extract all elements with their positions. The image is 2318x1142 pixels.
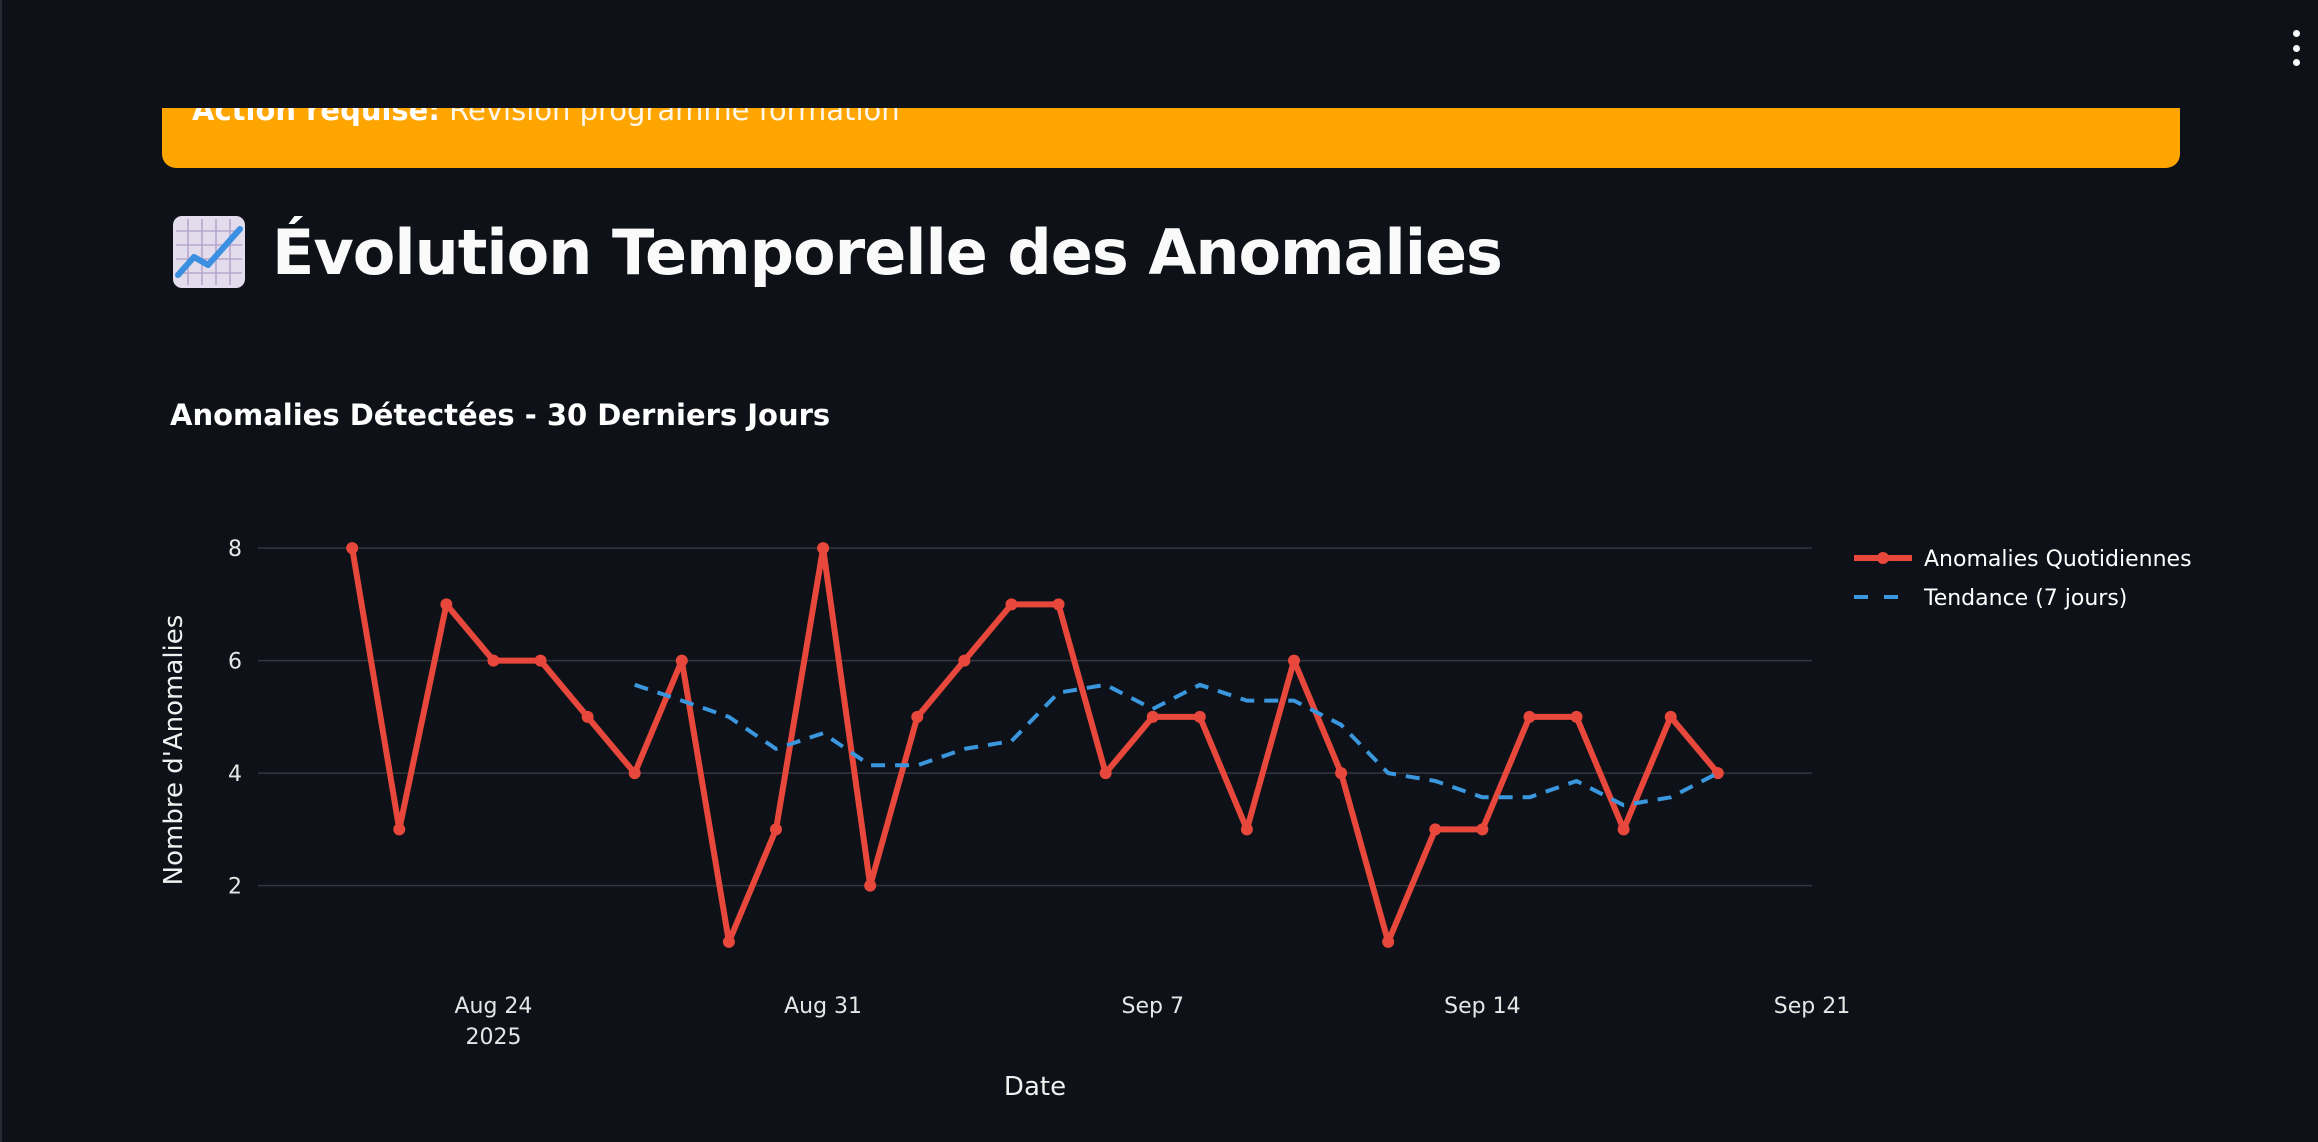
- x-tick-label: Aug 31: [784, 994, 862, 1019]
- daily-data-point: [581, 710, 594, 723]
- x-tick-sublabel: 2025: [465, 1025, 521, 1050]
- daily-data-point: [1664, 710, 1677, 723]
- daily-data-point: [1429, 823, 1442, 836]
- x-tick-label: Sep 14: [1444, 994, 1520, 1019]
- daily-data-point: [1476, 823, 1489, 836]
- daily-data-point: [1193, 710, 1206, 723]
- daily-data-point: [722, 935, 735, 948]
- daily-data-point: [1146, 710, 1159, 723]
- menu-dot: [2292, 30, 2300, 37]
- y-tick-label: 8: [228, 537, 242, 562]
- daily-data-point: [628, 767, 641, 780]
- daily-series-line: [349, 545, 1721, 945]
- daily-data-point: [393, 823, 406, 836]
- daily-data-point: [1711, 767, 1724, 780]
- y-tick-label: 2: [228, 875, 242, 900]
- left-divider: [0, 0, 2, 1142]
- x-tick-label: Sep 7: [1121, 994, 1183, 1019]
- menu-dot: [2292, 59, 2300, 66]
- trend-series-line: [634, 682, 1719, 808]
- legend-label: Tendance (7 jours): [1923, 586, 2127, 611]
- daily-data-point: [1617, 823, 1630, 836]
- daily-data-point: [1052, 598, 1065, 611]
- y-tick-label: 4: [228, 762, 242, 787]
- chart-section-title: Anomalies Détectées - 30 Derniers Jours: [170, 398, 831, 432]
- x-axis-title: Date: [1004, 1072, 1066, 1102]
- daily-data-point: [817, 542, 830, 555]
- menu-dot: [2292, 44, 2300, 52]
- daily-data-point: [487, 654, 500, 667]
- daily-data-point: [440, 598, 453, 611]
- alert-text: Action requise: Révision programme forma…: [192, 108, 900, 130]
- daily-data-point: [1099, 767, 1112, 780]
- chart-increasing-icon: [173, 216, 245, 288]
- page-title-text: Évolution Temporelle des Anomalies: [272, 215, 1503, 289]
- y-tick-label: 6: [228, 650, 242, 675]
- daily-data-point: [1335, 767, 1348, 780]
- daily-data-point: [1523, 710, 1536, 723]
- daily-data-point: [346, 542, 359, 555]
- daily-data-point: [1240, 823, 1253, 836]
- daily-data-point: [675, 654, 688, 667]
- daily-data-point: [1288, 654, 1300, 667]
- alert-label: Action requise:: [192, 108, 440, 127]
- daily-data-point: [958, 654, 971, 667]
- daily-data-point: [770, 823, 782, 836]
- page-title: Évolution Temporelle des Anomalies: [172, 212, 1503, 292]
- x-tick-label: Aug 24: [454, 994, 532, 1019]
- x-tick-label: Sep 21: [1774, 994, 1850, 1019]
- daily-data-point: [911, 710, 924, 723]
- legend-label: Anomalies Quotidiennes: [1924, 547, 2192, 572]
- alert-message: Révision programme formation: [449, 108, 900, 127]
- daily-data-point: [1570, 710, 1583, 723]
- legend-swatch-marker: [1877, 552, 1889, 564]
- daily-data-point: [864, 879, 877, 892]
- daily-data-point: [534, 654, 547, 667]
- warning-alert: Action requise: Révision programme forma…: [162, 108, 2180, 168]
- y-axis-title: Nombre d'Anomalies: [159, 615, 189, 886]
- main-menu-icon[interactable]: [2286, 30, 2306, 66]
- daily-data-point: [1382, 935, 1395, 948]
- daily-data-point: [1005, 598, 1018, 611]
